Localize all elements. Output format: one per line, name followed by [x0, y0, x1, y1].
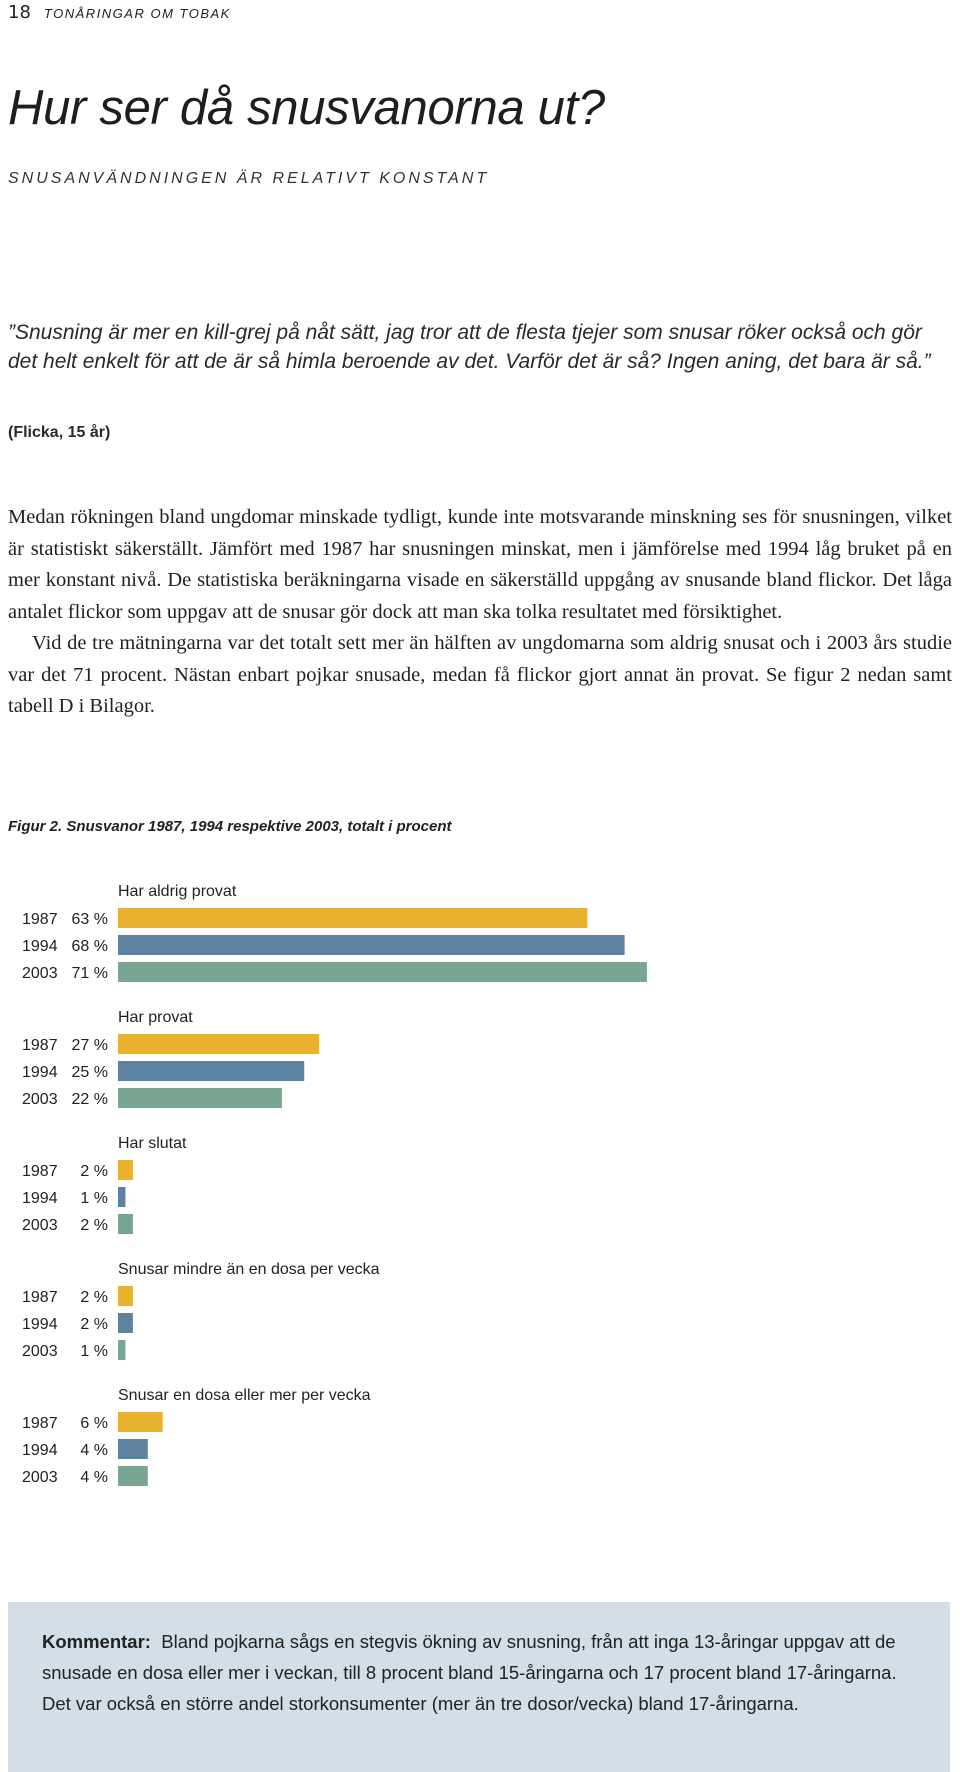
value-label: 22 %	[72, 1091, 108, 1108]
bar-2003	[118, 1088, 282, 1108]
value-label: 71 %	[72, 965, 108, 982]
figure-caption: Figur 2. Snusvanor 1987, 1994 respektive…	[8, 818, 452, 835]
bar-2003	[118, 1214, 133, 1234]
group-label: Har slutat	[118, 1135, 187, 1152]
group-label: Har aldrig provat	[118, 883, 237, 900]
year-label: 2003	[22, 965, 58, 982]
year-label: 1987	[22, 1163, 58, 1180]
group-label: Snusar mindre än en dosa per vecka	[118, 1261, 380, 1278]
value-label: 6 %	[80, 1415, 108, 1432]
year-label: 1994	[22, 1190, 58, 1207]
year-label: 1987	[22, 1415, 58, 1432]
year-label: 1994	[22, 1316, 58, 1333]
bar-1994	[118, 1187, 126, 1207]
bar-1987	[118, 1160, 133, 1180]
year-label: 1987	[22, 911, 58, 928]
page-number: 18	[8, 2, 31, 23]
bar-1994	[118, 1061, 305, 1081]
value-label: 2 %	[80, 1316, 108, 1333]
group-label: Snusar en dosa eller mer per vecka	[118, 1387, 371, 1404]
year-label: 1987	[22, 1037, 58, 1054]
bar-1987	[118, 908, 588, 928]
bar-1994	[118, 1313, 133, 1333]
year-label: 1987	[22, 1289, 58, 1306]
year-label: 2003	[22, 1343, 58, 1360]
bar-1994	[118, 1439, 148, 1459]
value-label: 25 %	[72, 1064, 108, 1081]
page-title: Hur ser då snusvanorna ut?	[8, 81, 605, 135]
page-header: 18 Tonåringar om tobak	[8, 2, 231, 23]
value-label: 4 %	[80, 1469, 108, 1486]
year-label: 1994	[22, 1442, 58, 1459]
body-text: Medan rökningen bland ungdomar minskade …	[8, 502, 952, 723]
value-label: 2 %	[80, 1217, 108, 1234]
value-label: 2 %	[80, 1289, 108, 1306]
year-label: 1994	[22, 1064, 58, 1081]
group-label: Har provat	[118, 1009, 193, 1026]
body-paragraph-1: Medan rökningen bland ungdomar minskade …	[8, 506, 952, 623]
bar-2003	[118, 962, 647, 982]
value-label: 1 %	[80, 1343, 108, 1360]
bar-1994	[118, 935, 625, 955]
comment-label: Kommentar:	[42, 1631, 151, 1652]
value-label: 63 %	[72, 911, 108, 928]
value-label: 27 %	[72, 1037, 108, 1054]
year-label: 1994	[22, 938, 58, 955]
value-label: 4 %	[80, 1442, 108, 1459]
bar-1987	[118, 1034, 320, 1054]
running-header-section: Tonåringar om tobak	[43, 6, 231, 21]
bar-2003	[118, 1340, 126, 1360]
value-label: 1 %	[80, 1190, 108, 1207]
value-label: 2 %	[80, 1163, 108, 1180]
quote-source: (Flicka, 15 år)	[8, 424, 111, 441]
section-subheading: SNUSANVÄNDNINGEN ÄR RELATIVT KONSTANT	[8, 170, 490, 187]
bar-1987	[118, 1286, 133, 1306]
year-label: 2003	[22, 1469, 58, 1486]
comment-box: Kommentar: Bland pojkarna sågs en stegvi…	[8, 1602, 950, 1772]
snus-habits-bar-chart: Har aldrig provat 1987 63 % 1994 68 % 2003 71 …	[22, 883, 647, 1486]
bar-2003	[118, 1466, 148, 1486]
bar-1987	[118, 1412, 163, 1432]
comment-text: Bland pojkarna sågs en stegvis ökning av…	[42, 1631, 897, 1714]
quote-text: ”Snusning är mer en kill-grej på nåt sät…	[8, 321, 931, 373]
year-label: 2003	[22, 1091, 58, 1108]
body-paragraph-2: Vid de tre mätningarna var det totalt se…	[8, 632, 952, 717]
year-label: 2003	[22, 1217, 58, 1234]
value-label: 68 %	[72, 938, 108, 955]
